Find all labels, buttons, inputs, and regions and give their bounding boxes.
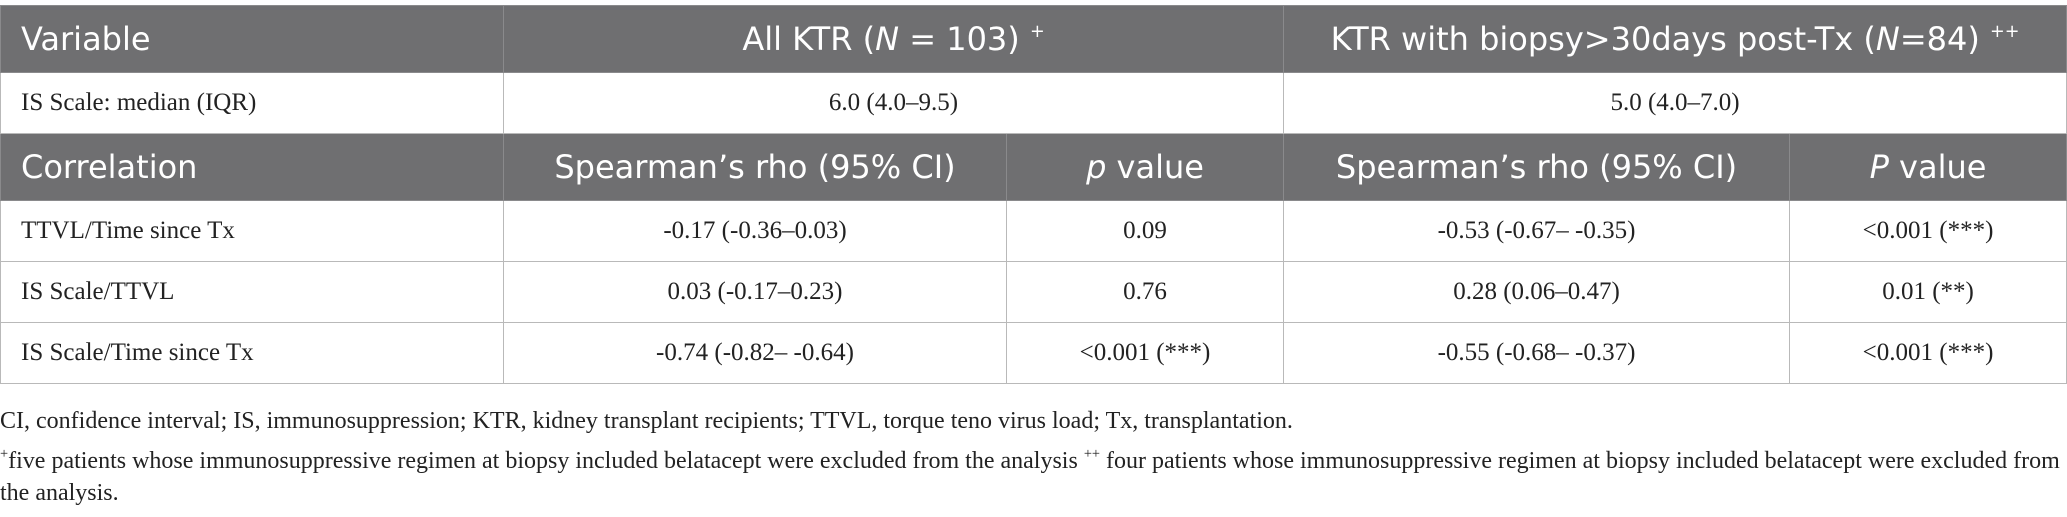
row-label: IS Scale/Time since Tx (0, 322, 504, 384)
is-scale-biopsy-value: 5.0 (4.0–7.0) (1283, 72, 2067, 134)
rho-biopsy-cell: -0.55 (-0.68– -0.37) (1283, 322, 1791, 384)
row-label: IS Scale/TTVL (0, 261, 504, 323)
note2-marker: ++ (1083, 445, 1101, 462)
header-p-biopsy: P value (1789, 133, 2067, 201)
header-rho-all: Spearman’s rho (95% CI) (503, 133, 1007, 201)
header-correlation: Correlation (0, 133, 504, 201)
p-biopsy-cell: <0.001 (***) (1789, 322, 2067, 384)
is-scale-label: IS Scale: median (IQR) (0, 72, 504, 134)
header-ktr-biopsy: KTR with biopsy>30days post-Tx (N=84) ++ (1283, 5, 2067, 73)
is-scale-all-value: 6.0 (4.0–9.5) (502, 72, 1285, 134)
p-all-cell: <0.001 (***) (1005, 322, 1285, 384)
p-biopsy-cell: 0.01 (**) (1789, 261, 2067, 323)
table-row: IS Scale/Time since Tx -0.74 (-0.82– -0.… (0, 322, 2067, 384)
rho-all-cell: -0.74 (-0.82– -0.64) (503, 322, 1007, 384)
header-rho-biopsy: Spearman’s rho (95% CI) (1283, 133, 1791, 201)
rho-biopsy-cell: 0.28 (0.06–0.47) (1283, 261, 1791, 323)
rho-all-cell: -0.17 (-0.36–0.03) (503, 200, 1007, 262)
table-row: IS Scale/TTVL 0.03 (-0.17–0.23) 0.76 0.2… (0, 261, 2067, 323)
abbreviations-note: CI, confidence interval; IS, immunosuppr… (0, 408, 1293, 434)
header-variable: Variable (0, 5, 504, 73)
table-row: TTVL/Time since Tx -0.17 (-0.36–0.03) 0.… (0, 200, 2067, 262)
header-all-ktr: All KTR (N = 103) + (502, 5, 1285, 73)
p-all-cell: 0.09 (1005, 200, 1285, 262)
is-scale-row: IS Scale: median (IQR) 6.0 (4.0–9.5) 5.0… (0, 72, 2067, 134)
correlation-header-row: Correlation Spearman’s rho (95% CI) p va… (0, 133, 2067, 201)
table-header-row: Variable All KTR (N = 103) + KTR with bi… (0, 5, 2067, 73)
rho-biopsy-cell: -0.53 (-0.67– -0.35) (1283, 200, 1791, 262)
p-all-cell: 0.76 (1005, 261, 1285, 323)
p-biopsy-cell: <0.001 (***) (1789, 200, 2067, 262)
rho-all-cell: 0.03 (-0.17–0.23) (503, 261, 1007, 323)
header-p-all: p value (1005, 133, 1285, 201)
note1-text: five patients whose immunosuppressive re… (8, 448, 1084, 474)
note2-text: four patients whose immunosuppressive re… (0, 448, 2060, 506)
row-label: TTVL/Time since Tx (0, 200, 504, 262)
table-footnotes: CI, confidence interval; IS, immunosuppr… (0, 405, 2060, 509)
results-table: Variable All KTR (N = 103) + KTR with bi… (0, 5, 2067, 384)
note1-marker: + (0, 445, 9, 462)
exclusion-note: +five patients whose immunosuppressive r… (0, 445, 2060, 509)
